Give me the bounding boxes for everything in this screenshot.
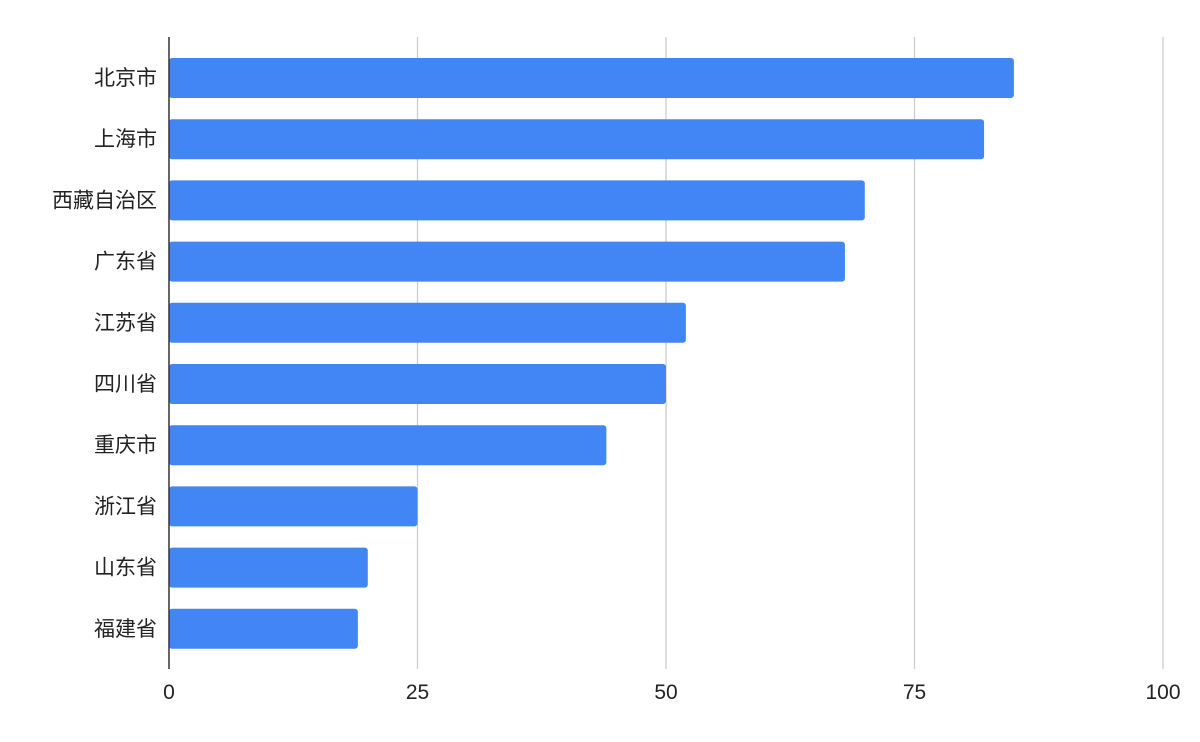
bars [169, 58, 1014, 649]
y-category-label: 北京市 [94, 66, 157, 90]
labels: 0 25 50 75 100 北京市上海市西藏自治区广东省江苏省四川省重庆市浙江省山东省福… [52, 66, 1181, 704]
y-category-label: 江苏省 [94, 311, 157, 335]
x-tick-label: 100 [1145, 681, 1180, 704]
bar [169, 425, 607, 466]
y-category-label: 浙江省 [94, 494, 157, 518]
bar [169, 302, 686, 343]
x-tick-label: 25 [406, 681, 429, 704]
bar [169, 241, 845, 282]
bar [169, 180, 865, 221]
x-tick-label: 75 [903, 681, 926, 704]
y-category-label: 上海市 [94, 127, 157, 151]
bar [169, 486, 418, 527]
y-category-label: 广东省 [94, 250, 157, 274]
y-category-label: 四川省 [94, 372, 157, 396]
bar [169, 58, 1014, 98]
bar [169, 364, 666, 404]
bar [169, 547, 368, 588]
x-tick-label: 50 [654, 681, 677, 704]
bar [169, 119, 985, 160]
y-category-label: 福建省 [94, 617, 157, 641]
y-category-label: 西藏自治区 [52, 188, 157, 212]
y-category-label: 山东省 [94, 556, 157, 580]
y-category-label: 重庆市 [94, 433, 157, 457]
bar [169, 608, 358, 649]
x-tick-label: 0 [163, 681, 175, 704]
